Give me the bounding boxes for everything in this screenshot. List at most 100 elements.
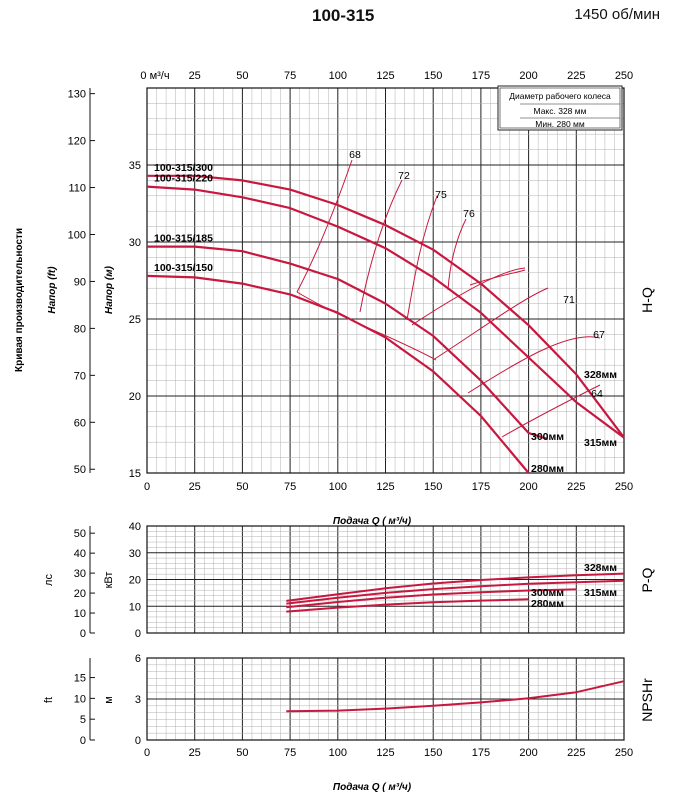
hq-panel: 0 25 50 75 100 125 150 175 200 225 250 25 50 75 100 125… [68, 70, 634, 493]
hq-m-tick-label: 30 [129, 237, 141, 249]
flow-axis-label-bottom: Подача Q ( м³/ч) [333, 782, 412, 793]
hq-m-tick-label: 25 [129, 314, 141, 326]
efficiency-label: 67 [593, 329, 605, 341]
npsh-ft-tick-label: 15 [74, 673, 86, 685]
npsh-ft-tick-label: 0 [80, 735, 86, 747]
npsh-side-label: NPSHr [639, 678, 655, 722]
pq-series-label: 280мм [531, 598, 564, 610]
hq-diameter-label: 315мм [584, 437, 617, 449]
npsh-ft-tick-label: 5 [80, 714, 86, 726]
pq-series-label: 300мм [531, 587, 564, 599]
hq-ft-tick-label: 50 [74, 464, 86, 476]
impeller-legend: Диаметр рабочего колеса Макс. 328 мм Мин… [497, 85, 623, 131]
hq-top-tick-label: 150 [424, 70, 442, 82]
hq-x-tick-label: 50 [236, 481, 248, 493]
hq-x-tick-label: 0 [144, 481, 150, 493]
hq-m-tick-label: 35 [129, 160, 141, 172]
npsh-curve [286, 680, 625, 713]
npsh-x-tick-label: 250 [615, 747, 633, 759]
hq-ft-tick-label: 90 [74, 276, 86, 288]
hq-curve-100-315-150 [146, 274, 530, 474]
efficiency-contour [296, 159, 353, 293]
model-title: 100-315 [312, 6, 375, 25]
pq-hp-tick-label: 40 [74, 548, 86, 560]
npsh-x-tick-label: 150 [424, 747, 442, 759]
hq-curve-100-315-185 [147, 245, 549, 441]
pq-side-label: P-Q [639, 567, 655, 592]
power-hp-label: лс [43, 574, 55, 586]
npsh-ft-label: ft [43, 697, 55, 703]
legend-title: Диаметр рабочего колеса [509, 91, 611, 101]
top-axis-unit: 0 м³/ч [140, 70, 169, 82]
hq-top-tick-label: 200 [519, 70, 537, 82]
hq-curve-100-315-220 [146, 185, 625, 439]
npsh-panel: 0 25 50 75 100 125 150 175 200 225 250 0 3 6 0 5 10 15 [74, 653, 633, 759]
hq-top-tick-label: 250 [615, 70, 633, 82]
legend-max: Макс. 328 мм [534, 106, 587, 116]
npsh-x-tick-label: 75 [284, 747, 296, 759]
efficiency-contour [501, 384, 601, 438]
efficiency-contour [469, 269, 526, 286]
npsh-x-tick-label: 100 [329, 747, 347, 759]
pq-curve-315мм [286, 579, 625, 605]
hq-m-tick-label: 20 [129, 391, 141, 403]
npsh-frame [146, 657, 625, 741]
head-m-label: Напор (м) [104, 265, 115, 314]
npsh-m-label: м [103, 696, 115, 704]
hq-ft-tick-label: 110 [68, 183, 86, 195]
hq-series-label: 100-315/185 [154, 233, 213, 245]
hq-ft-tick-label: 80 [74, 323, 86, 335]
npsh-x-tick-label: 200 [519, 747, 537, 759]
hq-ft-tick-label: 100 [68, 229, 86, 241]
npsh-x-tick-label: 175 [472, 747, 490, 759]
power-kw-label: кВт [103, 572, 115, 589]
flow-axis-label-top: Подача Q ( м³/ч) [333, 516, 412, 527]
hq-top-tick-label: 125 [376, 70, 394, 82]
performance-curve-label: Кривая производительности [14, 228, 25, 372]
hq-x-tick-label: 25 [189, 481, 201, 493]
efficiency-label: 64 [591, 388, 603, 400]
efficiency-label: 72 [398, 170, 410, 182]
npsh-x-tick-label: 25 [189, 747, 201, 759]
hq-ft-tick-label: 130 [68, 89, 86, 101]
hq-ft-tick-label: 120 [68, 136, 86, 148]
efficiency-contour [296, 291, 437, 361]
legend-min: Мин. 280 мм [535, 119, 585, 129]
npsh-m-tick-label: 0 [135, 735, 141, 747]
pq-hp-tick-label: 30 [74, 568, 86, 580]
npsh-m-tick-label: 6 [135, 653, 141, 665]
hq-side-label: H-Q [639, 287, 655, 313]
hq-curve-100-315-300 [147, 174, 625, 439]
hq-x-tick-label: 150 [424, 481, 442, 493]
hq-top-tick-label: 75 [284, 70, 296, 82]
pq-hp-tick-label: 50 [74, 528, 86, 540]
head-ft-label: Напор (ft) [47, 266, 58, 314]
pq-frame [146, 525, 625, 634]
npsh-m-tick-label: 3 [135, 694, 141, 706]
pq-hp-tick-label: 10 [74, 608, 86, 620]
pq-curve-300мм [286, 588, 577, 609]
efficiency-contour [447, 218, 467, 291]
hq-x-tick-label: 175 [472, 481, 490, 493]
npsh-x-tick-label: 225 [567, 747, 585, 759]
hq-x-tick-label: 250 [615, 481, 633, 493]
efficiency-contour [432, 287, 549, 361]
pq-curve-280мм [286, 598, 529, 613]
efficiency-contour [467, 336, 601, 394]
npsh-x-tick-label: 0 [144, 747, 150, 759]
hq-top-tick-label: 50 [236, 70, 248, 82]
efficiency-contour [359, 179, 403, 313]
hq-m-tick-label: 15 [129, 468, 141, 480]
pq-series-label: 315мм [584, 587, 617, 599]
hq-x-tick-label: 225 [567, 481, 585, 493]
pq-hp-tick-label: 20 [74, 588, 86, 600]
npsh-x-tick-label: 50 [236, 747, 248, 759]
hq-diameter-label: 300мм [531, 431, 564, 443]
efficiency-contour [411, 267, 526, 326]
hq-diameter-label: 280мм [531, 463, 564, 475]
hq-top-tick-label: 25 [189, 70, 201, 82]
hq-diameter-label: 328мм [584, 369, 617, 381]
hq-x-tick-label: 125 [376, 481, 394, 493]
